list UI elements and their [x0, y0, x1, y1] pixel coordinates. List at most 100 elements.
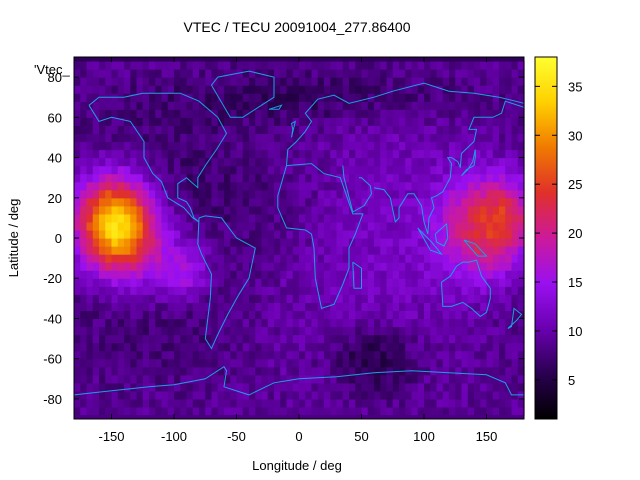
heatmap-cell: [499, 173, 506, 183]
heatmap-cell: [517, 326, 525, 336]
heatmap-cell: [124, 406, 131, 416]
heatmap-cell: [342, 286, 350, 295]
heatmap-cell: [136, 278, 144, 287]
heatmap-cell: [455, 149, 463, 159]
heatmap-cell: [336, 278, 344, 287]
heatmap-cell: [455, 133, 463, 143]
heatmap-cell: [399, 254, 406, 263]
heatmap-cell: [155, 173, 163, 183]
heatmap-cell: [399, 294, 406, 303]
heatmap-cell: [436, 238, 444, 247]
heatmap-cell: [130, 326, 138, 336]
heatmap-cell: [211, 141, 219, 151]
heatmap-cell: [405, 398, 413, 408]
heatmap-cell: [511, 238, 519, 247]
heatmap-cell: [411, 398, 419, 408]
heatmap-cell: [330, 133, 338, 143]
heatmap-cell: [180, 149, 188, 159]
heatmap-cell: [105, 133, 113, 143]
heatmap-cell: [392, 382, 400, 392]
heatmap-cell: [449, 117, 456, 126]
heatmap-cell: [330, 246, 338, 255]
heatmap-cell: [92, 149, 100, 159]
heatmap-cell: [124, 109, 131, 118]
heatmap-cell: [167, 270, 175, 279]
heatmap-cell: [461, 173, 469, 183]
heatmap-cell: [442, 141, 450, 151]
heatmap-cell: [324, 69, 331, 78]
heatmap-cell: [324, 173, 331, 183]
heatmap-cell: [361, 189, 369, 199]
heatmap-cell: [249, 181, 256, 191]
heatmap-cell: [230, 366, 238, 376]
heatmap-cell: [430, 342, 438, 352]
heatmap-cell: [236, 334, 244, 344]
heatmap-cell: [336, 342, 344, 352]
heatmap-cell: [386, 310, 394, 320]
heatmap-cell: [117, 165, 125, 175]
heatmap-cell: [124, 69, 131, 78]
heatmap-cell: [367, 270, 375, 279]
heatmap-cell: [99, 406, 106, 416]
heatmap-cell: [299, 254, 306, 263]
heatmap-cell: [317, 133, 325, 143]
heatmap-cell: [480, 334, 488, 344]
heatmap-cell: [130, 270, 138, 279]
heatmap-cell: [192, 149, 200, 159]
heatmap-cell: [492, 262, 500, 271]
heatmap-cell: [311, 149, 319, 159]
heatmap-cell: [430, 189, 438, 199]
heatmap-cell: [399, 406, 406, 416]
heatmap-cell: [336, 334, 344, 344]
heatmap-cell: [167, 125, 175, 135]
heatmap-cell: [467, 141, 475, 151]
heatmap-cell: [217, 302, 225, 311]
heatmap-cell: [117, 189, 125, 199]
heatmap-cell: [436, 213, 444, 223]
heatmap-cell: [355, 310, 363, 320]
heatmap-cell: [455, 374, 463, 384]
heatmap-cell: [267, 189, 275, 199]
heatmap-cell: [467, 310, 475, 320]
heatmap-cell: [80, 77, 88, 86]
y-tick-label: 40: [48, 151, 62, 166]
heatmap-cell: [242, 229, 250, 239]
heatmap-cell: [236, 318, 244, 328]
heatmap-cell: [374, 246, 381, 255]
heatmap-cell: [274, 173, 281, 183]
heatmap-cell: [292, 390, 300, 400]
heatmap-cell: [305, 213, 313, 223]
heatmap-cell: [80, 374, 88, 384]
heatmap-cell: [174, 310, 181, 320]
heatmap-cell: [436, 278, 444, 287]
heatmap-cell: [224, 189, 231, 199]
heatmap-cell: [274, 93, 281, 102]
heatmap-cell: [286, 246, 294, 255]
heatmap-cell: [405, 101, 413, 110]
heatmap-cell: [155, 229, 163, 239]
heatmap-cell: [86, 133, 94, 143]
heatmap-cell: [211, 270, 219, 279]
heatmap-cell: [505, 406, 513, 416]
heatmap-cell: [111, 390, 119, 400]
heatmap-cell: [161, 382, 169, 392]
heatmap-cell: [167, 366, 175, 376]
heatmap-cell: [274, 286, 281, 295]
heatmap-cell: [517, 302, 525, 311]
heatmap-cell: [236, 254, 244, 263]
heatmap-cell: [492, 157, 500, 167]
heatmap-cell: [142, 318, 150, 328]
heatmap-cell: [486, 334, 494, 344]
heatmap-cell: [286, 262, 294, 271]
heatmap-cell: [455, 197, 463, 207]
heatmap-cell: [249, 109, 256, 118]
heatmap-cell: [111, 334, 119, 344]
heatmap-cell: [86, 238, 94, 247]
heatmap-cell: [217, 318, 225, 328]
heatmap-cell: [374, 149, 381, 159]
heatmap-cell: [436, 406, 444, 416]
heatmap-cell: [349, 101, 356, 110]
heatmap-cell: [180, 61, 188, 70]
heatmap-cell: [386, 109, 394, 118]
heatmap-cell: [155, 109, 163, 118]
